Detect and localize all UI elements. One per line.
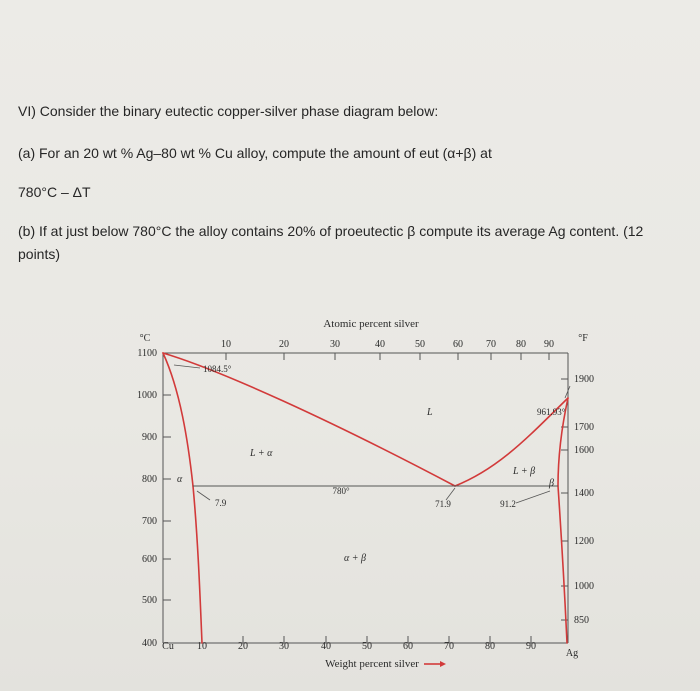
top-tick-label: 80 [516,339,526,350]
weight-percent-arrowhead [440,661,446,667]
question-heading: VI) Consider the binary eutectic copper-… [18,103,439,119]
top-tick-label: 30 [330,339,340,350]
ag-melt-leader [564,385,571,399]
right-unit-label: °F [578,333,588,344]
liquid-beta-region-label: L + β [512,466,535,477]
alpha-limit-label: 7.9 [215,498,227,508]
left-tick-label: 500 [142,595,157,606]
right-tick-label: 1400 [574,488,594,499]
liquid-alpha-region-label: L + α [249,448,273,459]
left-unit-label: °C [140,333,151,344]
solvus-alpha [192,485,203,644]
ag-melting-point-label: 961.93° [537,407,566,417]
part-b-points: points) [18,246,61,262]
right-tick-label: 1200 [574,536,594,547]
left-tick-label: 700 [142,516,157,527]
beta-limit-leader [515,490,551,504]
left-tick-label: 400 [142,638,157,649]
top-tick-label: 50 [415,339,425,350]
solidus-beta [557,397,569,487]
part-b-text: (b) If at just below 780°C the alloy con… [18,223,644,239]
alpha-limit-leader [196,490,211,501]
eutectic-comp-leader [445,487,456,501]
top-tick-label: 60 [453,339,463,350]
cu-end-label: Cu [162,641,174,652]
bottom-tick-label: 50 [362,641,372,652]
bottom-tick-label: 10 [197,641,207,652]
top-tick-label: 70 [486,339,496,350]
left-tick-label: 900 [142,432,157,443]
bottom-tick-label: 30 [279,641,289,652]
right-tick-label: 1000 [574,581,594,592]
solvus-beta [557,485,568,644]
bottom-tick-label: 40 [321,641,331,652]
bottom-tick-label: 90 [526,641,536,652]
solidus-alpha [162,352,194,487]
liquid-region-label: L [426,407,433,418]
eutectic-composition-label: 71.9 [435,499,451,509]
bottom-tick-label: 80 [485,641,495,652]
right-tick-label: 1700 [574,422,594,433]
left-tick-label: 1000 [137,390,157,401]
part-a-condition: 780°C – ΔT [18,184,91,200]
top-tick-label: 10 [221,339,231,350]
alpha-region-label: α [177,474,183,485]
beta-limit-label: 91.2 [500,499,516,509]
right-tick-label: 1600 [574,445,594,456]
right-tick-label: 1900 [574,374,594,385]
eutectic-temperature-label: 780° [332,486,350,496]
top-tick-label: 20 [279,339,289,350]
part-a-text: (a) For an 20 wt % Ag–80 wt % Cu alloy, … [18,145,492,161]
bottom-tick-label: 60 [403,641,413,652]
bottom-axis-title: Weight percent silver [325,658,419,670]
alpha-beta-region-label: α + β [344,553,366,564]
right-tick-label: 850 [574,615,589,626]
top-tick-label: 90 [544,339,554,350]
bottom-tick-label: 70 [444,641,454,652]
left-tick-label: 600 [142,554,157,565]
beta-region-label: β [548,478,554,489]
cu-melting-point-label: 1084.5° [203,364,232,374]
top-axis-title: Atomic percent silver [323,318,419,330]
bottom-tick-label: 20 [238,641,248,652]
liquidus-ag-side [454,397,569,487]
left-tick-label: 800 [142,474,157,485]
liquidus-cu-side [162,352,456,487]
left-tick-label: 1100 [137,348,157,359]
ag-end-label: Ag [566,648,578,659]
top-tick-label: 40 [375,339,385,350]
cu-melt-leader [173,364,201,369]
